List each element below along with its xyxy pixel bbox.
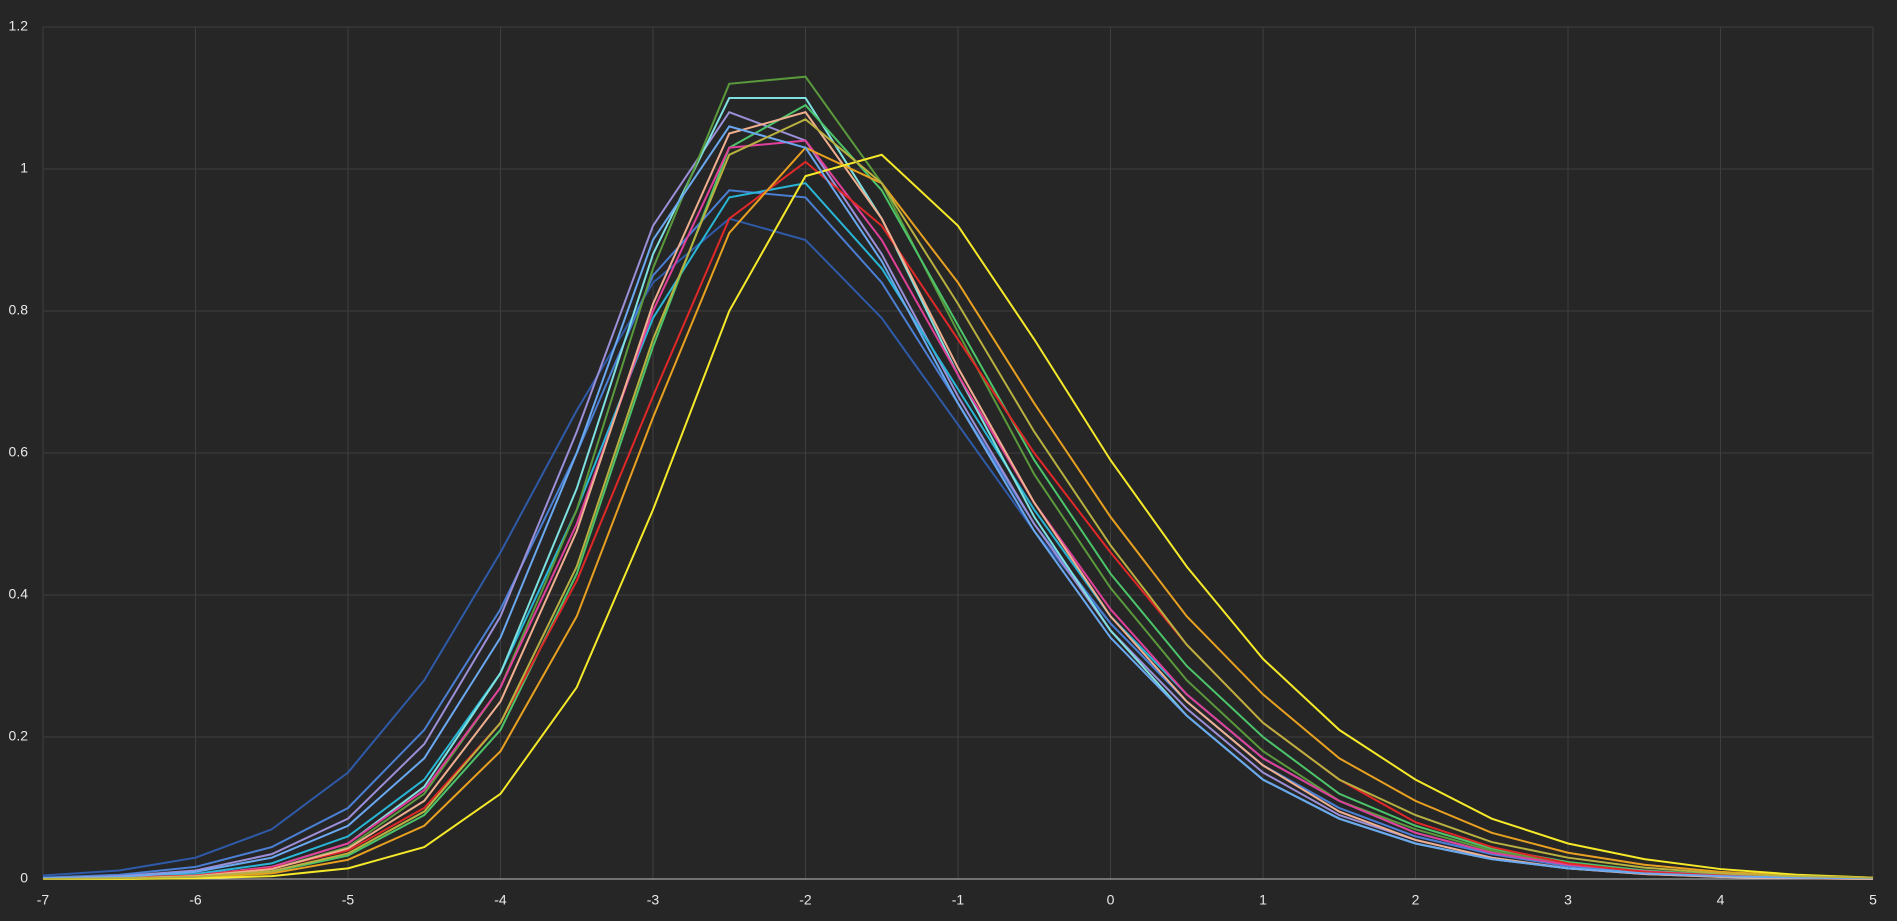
y-tick-label: 1 — [20, 160, 28, 176]
x-tick-label: 2 — [1412, 892, 1420, 908]
x-tick-label: 5 — [1869, 892, 1877, 908]
x-tick-label: -5 — [342, 892, 355, 908]
x-tick-label: -3 — [647, 892, 660, 908]
x-tick-label: -7 — [37, 892, 50, 908]
x-tick-label: -4 — [494, 892, 507, 908]
series-line — [43, 146, 1874, 880]
x-tick-label: -1 — [952, 892, 965, 908]
series-line — [42, 103, 1874, 880]
series-line — [43, 153, 1874, 880]
x-tick-label: -2 — [799, 892, 812, 908]
y-tick-label: 0.8 — [9, 302, 29, 318]
y-tick-label: 1.2 — [9, 18, 29, 34]
y-tick-label: 0 — [20, 870, 28, 886]
series-line — [42, 139, 1874, 880]
x-tick-label: 3 — [1564, 892, 1572, 908]
y-tick-label: 0.4 — [9, 586, 29, 602]
x-tick-label: 0 — [1107, 892, 1115, 908]
x-tick-label: 4 — [1717, 892, 1725, 908]
series-line — [42, 125, 1874, 880]
series-line — [42, 118, 1874, 880]
x-tick-label: -6 — [189, 892, 202, 908]
y-tick-label: 0.6 — [9, 444, 29, 460]
y-tick-label: 0.2 — [9, 728, 29, 744]
x-tick-label: 1 — [1259, 892, 1267, 908]
series-line — [42, 160, 1874, 880]
